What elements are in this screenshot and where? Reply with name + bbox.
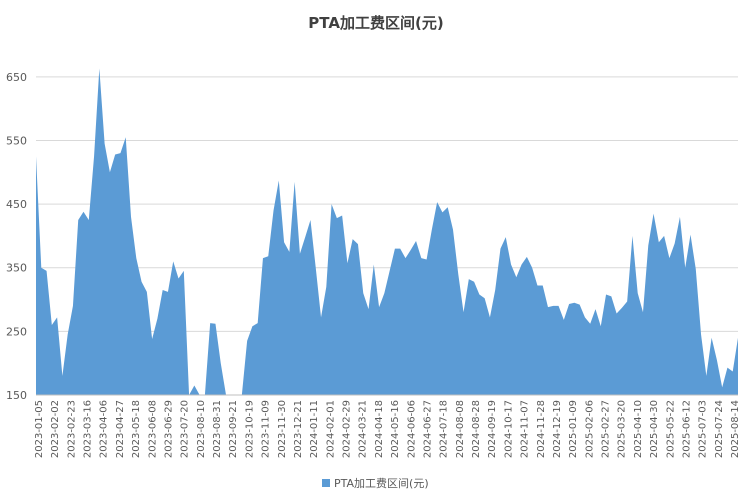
x-tick-label: 2025-06-12 [681, 400, 692, 458]
x-tick-label: 2023-05-18 [131, 400, 142, 458]
x-tick-label: 2025-07-24 [714, 400, 725, 458]
x-tick-label: 2023-06-08 [147, 400, 158, 458]
x-tick-label: 2023-02-02 [50, 400, 61, 458]
x-tick-label: 2025-03-20 [617, 400, 628, 458]
y-tick-label: 250 [6, 325, 27, 338]
x-tick-label: 2025-05-22 [665, 400, 676, 458]
plot-area [36, 68, 738, 396]
x-tick-label: 2025-07-03 [698, 400, 709, 458]
x-tick-label: 2025-08-14 [730, 400, 741, 458]
legend-swatch [322, 479, 330, 487]
legend: PTA加工费区间(元) [322, 477, 429, 490]
x-tick-label: 2024-08-28 [471, 400, 482, 458]
x-tick-label: 2023-04-06 [99, 400, 110, 458]
x-tick-label: 2024-08-08 [455, 400, 466, 458]
chart-title: PTA加工费区间(元) [308, 14, 443, 32]
series-area [36, 68, 738, 396]
x-tick-label: 2025-02-06 [584, 400, 595, 458]
x-tick-label: 2025-01-09 [568, 400, 579, 458]
x-tick-label: 2024-01-11 [309, 400, 320, 458]
x-tick-label: 2024-02-29 [342, 400, 353, 458]
legend-label: PTA加工费区间(元) [334, 477, 429, 490]
x-tick-label: 2024-10-17 [503, 400, 514, 458]
x-tick-label: 2023-10-19 [244, 400, 255, 458]
y-tick-label: 650 [6, 71, 27, 84]
axes: 150 250 350 450 550 650 2023-01-05 2023-02-02 20… [6, 71, 741, 458]
x-tick-label: 2023-11-30 [277, 400, 288, 458]
x-tick-label: 2023-07-20 [180, 400, 191, 458]
x-tick-label: 2024-06-06 [406, 400, 417, 458]
x-tick-label: 2025-04-10 [633, 400, 644, 458]
x-tick-label: 2024-11-07 [520, 400, 531, 458]
x-tick-label: 2023-08-10 [196, 400, 207, 458]
x-tick-label: 2024-07-18 [439, 400, 450, 458]
x-tick-label: 2025-04-30 [649, 400, 660, 458]
y-tick-label: 550 [6, 134, 27, 147]
x-tick-label: 2024-05-16 [390, 400, 401, 458]
x-tick-label: 2023-01-05 [34, 400, 45, 458]
y-tick-label: 350 [6, 262, 27, 275]
x-tick-label: 2023-08-31 [212, 400, 223, 458]
x-tick-label: 2024-11-28 [536, 400, 547, 458]
x-tick-label: 2023-09-21 [228, 400, 239, 458]
x-tick-label: 2023-12-21 [293, 400, 304, 458]
x-tick-label: 2023-02-23 [66, 400, 77, 458]
y-tick-label: 450 [6, 198, 27, 211]
x-tick-label: 2024-03-21 [358, 400, 369, 458]
x-tick-label: 2024-09-19 [487, 400, 498, 458]
x-tick-label: 2025-02-27 [601, 400, 612, 458]
x-tick-label: 2023-11-09 [261, 400, 272, 458]
x-tick-label: 2024-02-01 [325, 400, 336, 458]
x-tick-label: 2024-06-27 [423, 400, 434, 458]
x-tick-label: 2023-04-27 [115, 400, 126, 458]
x-tick-label: 2024-12-19 [552, 400, 563, 458]
y-tick-label: 150 [6, 389, 27, 402]
x-tick-label: 2023-03-16 [83, 400, 94, 458]
x-tick-label: 2024-04-18 [374, 400, 385, 458]
x-tick-label: 2023-06-29 [164, 400, 175, 458]
